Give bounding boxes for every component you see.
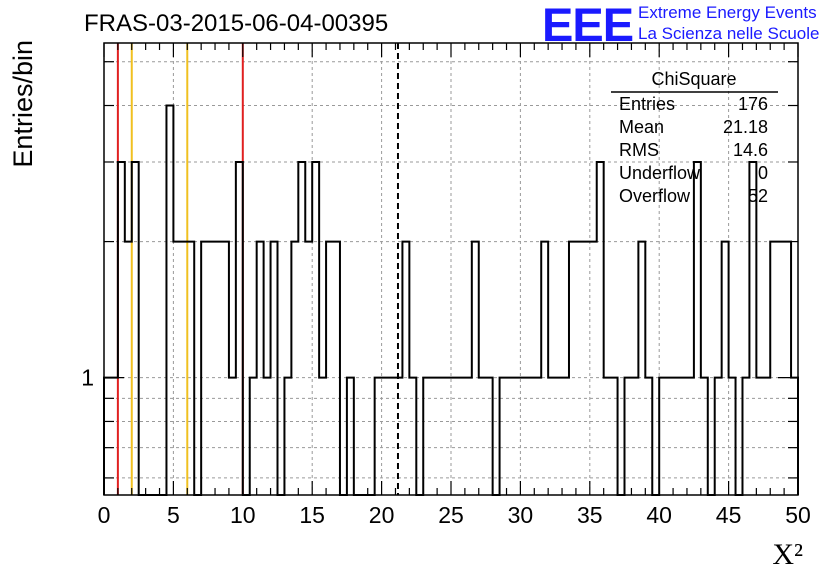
stats-box-title: ChiSquare <box>651 69 736 89</box>
tagline-line2: La Scienza nelle Scuole <box>638 24 820 43</box>
x-tick-label: 0 <box>98 502 111 528</box>
x-tick-label: 45 <box>716 502 742 528</box>
tagline-line1: Extreme Energy Events <box>638 3 817 22</box>
x-tick-label: 10 <box>230 502 256 528</box>
x-tick-label: 25 <box>438 502 464 528</box>
stats-row-value: 0 <box>758 163 768 183</box>
x-tick-label: 40 <box>646 502 672 528</box>
chart-header-title: FRAS-03-2015-06-04-00395 <box>84 10 389 37</box>
stats-row-value: 14.6 <box>733 140 768 160</box>
stats-row-value: 21.18 <box>723 117 768 137</box>
eee-logo: EEE <box>542 0 634 51</box>
axis-ticks <box>103 43 799 495</box>
x-axis-title: X² <box>772 538 803 571</box>
axis-labels: 0 5 10 15 20 25 30 35 40 45 50 1 X² Entries/bin <box>8 40 811 571</box>
stats-row-label: Overflow <box>619 186 691 206</box>
x-tick-label: 15 <box>299 502 325 528</box>
y-axis-title: Entries/bin <box>8 40 38 168</box>
stats-row-value: 52 <box>748 186 768 206</box>
stats-row-label: RMS <box>619 140 659 160</box>
stats-row-value: 176 <box>738 94 768 114</box>
x-tick-label: 5 <box>167 502 180 528</box>
x-tick-label: 35 <box>577 502 603 528</box>
y-tick-label: 1 <box>81 365 94 391</box>
x-tick-label: 30 <box>508 502 534 528</box>
stats-box: ChiSquare Entries 176 Mean 21.18 RMS 14.6 Under… <box>611 69 778 206</box>
x-tick-label: 20 <box>369 502 395 528</box>
marker-lines <box>116 43 399 495</box>
stats-row-label: Underflow <box>619 163 701 183</box>
x-tick-label: 50 <box>785 502 811 528</box>
stats-row-label: Mean <box>619 117 664 137</box>
histogram-series <box>103 104 799 496</box>
histogram-line <box>103 104 799 496</box>
stats-row-label: Entries <box>619 94 675 114</box>
